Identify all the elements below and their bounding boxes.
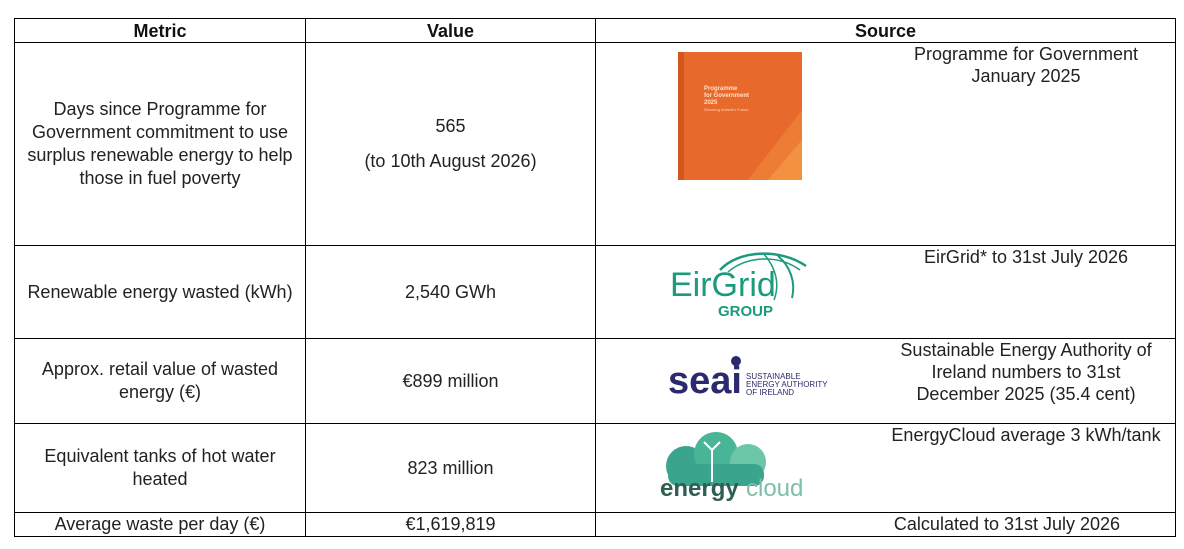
value-note: (to 10th August 2026) bbox=[364, 151, 537, 171]
svg-text:for Government: for Government bbox=[704, 93, 749, 99]
source-text: EnergyCloud average 3 kWh/tank bbox=[891, 425, 1161, 445]
programme-for-government-cover: Programme for Government 2025 Securing I… bbox=[678, 52, 802, 180]
metric-cell: Equivalent tanks of hot water heated bbox=[14, 423, 306, 513]
table-row: Approx. retail value of wasted energy (€… bbox=[14, 338, 1176, 424]
svg-text:SUSTAINABLE: SUSTAINABLE bbox=[746, 372, 801, 381]
header-metric: Metric bbox=[14, 18, 306, 43]
table-row: Equivalent tanks of hot water heated 823… bbox=[14, 423, 1176, 513]
svg-text:EirGrid: EirGrid bbox=[670, 266, 776, 304]
value-text: 565 bbox=[435, 116, 466, 136]
header-value: Value bbox=[305, 18, 596, 43]
value-cell: 2,540 GWh bbox=[305, 245, 596, 339]
metric-cell: Renewable energy wasted (kWh) bbox=[14, 245, 306, 339]
header-source: Source bbox=[595, 18, 1176, 43]
value-cell: 823 million bbox=[305, 423, 596, 513]
metric-cell: Average waste per day (€) bbox=[14, 512, 306, 537]
eirgrid-logo: EirGrid GROUP bbox=[670, 252, 807, 320]
svg-text:GROUP: GROUP bbox=[718, 303, 773, 320]
svg-text:ENERGY AUTHORITY: ENERGY AUTHORITY bbox=[746, 380, 828, 389]
table-row: Average waste per day (€) €1,619,819 Cal… bbox=[14, 512, 1176, 537]
svg-text:seai: seai bbox=[668, 360, 742, 399]
svg-text:2025: 2025 bbox=[704, 100, 718, 106]
source-text: Programme for Government January 2025 bbox=[913, 44, 1139, 86]
source-cell: EirGrid GROUP EirGrid* to 31st July 2026 bbox=[595, 245, 1176, 339]
svg-text:cloud: cloud bbox=[746, 475, 803, 502]
svg-text:Programme: Programme bbox=[704, 86, 738, 92]
source-cell: energy cloud EnergyCloud average 3 kWh/t… bbox=[595, 423, 1176, 513]
svg-text:energy: energy bbox=[660, 475, 739, 502]
value-cell: €899 million bbox=[305, 338, 596, 424]
source-cell: Calculated to 31st July 2026 bbox=[595, 512, 1176, 537]
energycloud-logo: energy cloud bbox=[660, 432, 803, 502]
svg-text:Securing Ireland's Future: Securing Ireland's Future bbox=[704, 107, 749, 112]
metric-cell: Approx. retail value of wasted energy (€… bbox=[14, 338, 306, 424]
source-text: EirGrid* to 31st July 2026 bbox=[923, 247, 1129, 267]
table-row: Days since Programme for Government comm… bbox=[14, 42, 1176, 246]
source-cell: Programme for Government 2025 Securing I… bbox=[595, 42, 1176, 246]
value-cell: 565 (to 10th August 2026) bbox=[305, 42, 596, 246]
metric-cell: Days since Programme for Government comm… bbox=[14, 42, 306, 246]
table-row: Renewable energy wasted (kWh) 2,540 GWh … bbox=[14, 245, 1176, 339]
source-cell: seai SUSTAINABLE ENERGY AUTHORITY OF IRE… bbox=[595, 338, 1176, 424]
value-cell: €1,619,819 bbox=[305, 512, 596, 537]
source-text: Sustainable Energy Authority of Ireland … bbox=[900, 340, 1152, 404]
seai-logo: seai SUSTAINABLE ENERGY AUTHORITY OF IRE… bbox=[668, 356, 828, 399]
svg-text:OF IRELAND: OF IRELAND bbox=[746, 388, 794, 397]
metrics-table: Metric Value Source Days since Programme… bbox=[14, 18, 1176, 537]
header-row: Metric Value Source bbox=[14, 18, 1176, 43]
source-text: Calculated to 31st July 2026 bbox=[893, 514, 1121, 534]
